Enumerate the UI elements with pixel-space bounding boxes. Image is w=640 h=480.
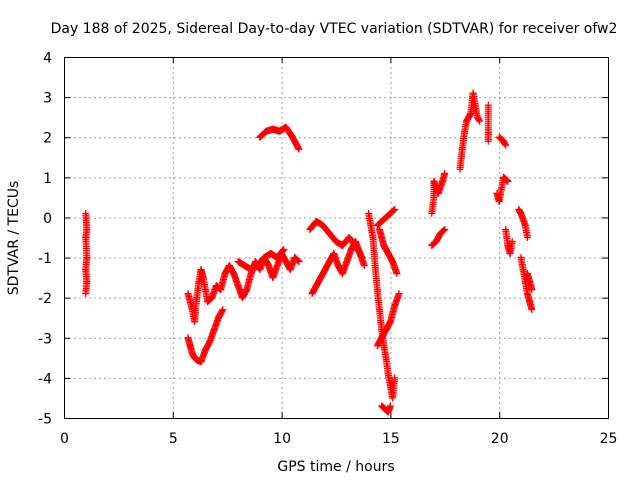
y-tick-label: -5 — [38, 412, 52, 428]
y-tick-label: -2 — [38, 291, 52, 307]
data-point — [360, 262, 368, 270]
data-point — [373, 342, 381, 350]
y-tick-label: -3 — [38, 331, 52, 347]
data-point — [528, 306, 536, 314]
data-point — [358, 254, 366, 262]
y-tick-label: 0 — [43, 211, 52, 227]
data-point — [295, 145, 303, 153]
x-tick-label: 15 — [382, 431, 400, 447]
data-point — [504, 177, 512, 185]
chart-title: Day 188 of 2025, Sidereal Day-to-day VTE… — [51, 21, 618, 37]
y-tick-label: 3 — [43, 91, 52, 107]
data-point — [219, 306, 227, 314]
y-tick-label: -4 — [38, 371, 52, 387]
x-axis-label: GPS time / hours — [277, 459, 394, 475]
data-point — [295, 258, 303, 266]
data-point — [528, 286, 536, 294]
y-tick-label: 2 — [43, 131, 52, 147]
y-tick-label: -1 — [38, 251, 52, 267]
data-point — [441, 169, 449, 177]
data-point — [82, 290, 90, 298]
data-point — [502, 141, 510, 149]
data-point — [393, 270, 401, 278]
data-points — [82, 89, 536, 416]
data-point — [476, 117, 484, 125]
data-point — [523, 234, 531, 241]
x-tick-label: 5 — [169, 431, 178, 447]
data-point — [280, 246, 288, 254]
axis-ticks — [64, 57, 609, 419]
data-point — [391, 374, 399, 382]
data-point — [441, 225, 449, 233]
x-tick-label: 25 — [600, 431, 618, 447]
y-tick-labels: -5 -4 -3 -2 -1 0 1 2 3 4 — [38, 51, 52, 428]
x-tick-label: 0 — [60, 431, 69, 447]
x-tick-label: 10 — [273, 431, 291, 447]
x-tick-label: 20 — [491, 431, 509, 447]
x-tick-labels: 0 5 10 15 20 25 — [60, 431, 617, 447]
data-point — [508, 238, 516, 246]
plot-frame — [64, 57, 609, 419]
y-tick-label: 1 — [43, 171, 52, 187]
data-point — [484, 137, 492, 145]
data-point — [386, 402, 394, 410]
y-axis-label: SDTVAR / TECUs — [6, 181, 22, 296]
y-tick-label: 4 — [43, 51, 52, 67]
data-point — [391, 205, 399, 213]
